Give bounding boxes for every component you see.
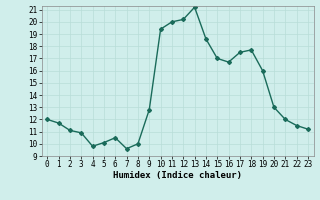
X-axis label: Humidex (Indice chaleur): Humidex (Indice chaleur) [113,171,242,180]
